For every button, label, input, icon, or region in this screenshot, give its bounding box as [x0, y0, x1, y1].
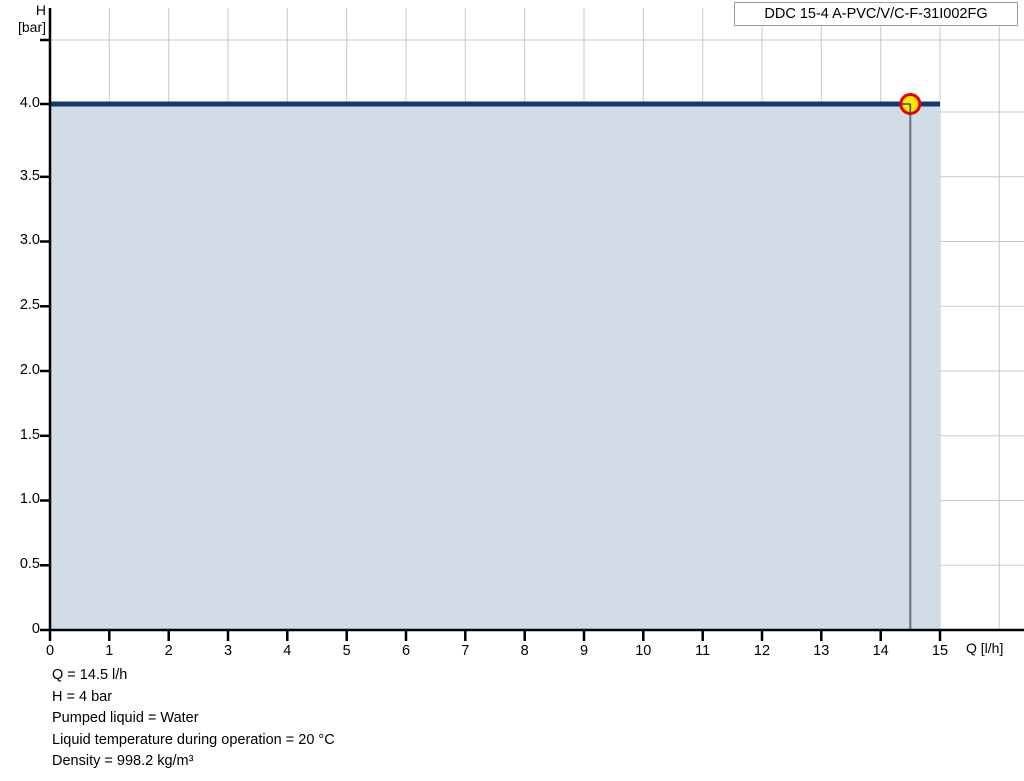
y-tick-label-4-0: 4.0 [19, 95, 40, 111]
y-axis-title-symbol: H [35, 2, 46, 18]
x-tick-label-11: 11 [695, 643, 711, 659]
info-flow-rate: Q = 14.5 l/h [52, 667, 128, 683]
x-tick-label-14: 14 [872, 643, 889, 659]
chart-title-box: DDC 15-4 A-PVC/V/C-F-31I002FG [734, 2, 1018, 26]
y-tick-label-3-5: 3.5 [19, 168, 40, 184]
x-tick-label-6: 6 [401, 643, 411, 659]
y-tick-label-0-5: 0.5 [19, 556, 40, 572]
y-axis-title: H [bar] [2, 2, 46, 36]
y-tick-label-2-5: 2.5 [19, 297, 40, 313]
duty-point-marker[interactable] [899, 93, 922, 115]
y-axis-ticks [40, 38, 50, 632]
x-tick-label-12: 12 [753, 643, 771, 659]
y-axis-title-unit: [bar] [17, 19, 46, 35]
curve-fill-area [50, 104, 940, 630]
x-tick-label-3: 3 [223, 643, 233, 659]
x-tick-label-7: 7 [461, 643, 470, 659]
x-tick-label-1: 1 [105, 643, 114, 659]
x-tick-label-5: 5 [342, 643, 351, 659]
x-tick-label-9: 9 [579, 643, 589, 659]
x-axis-title: Q [l/h] [966, 640, 1004, 656]
y-tick-label-1-0: 1.0 [19, 491, 40, 507]
y-tick-label-1-5: 1.5 [19, 427, 40, 443]
y-tick-label-0: 0 [31, 621, 40, 637]
chart-title-text: DDC 15-4 A-PVC/V/C-F-31I002FG [764, 6, 988, 22]
info-liquid-temperature: Liquid temperature during operation = 20… [52, 731, 335, 748]
info-pumped-liquid: Pumped liquid = Water [52, 710, 199, 726]
x-axis-ticks [48, 630, 942, 641]
y-tick-label-3-0: 3.0 [19, 232, 40, 248]
x-tick-label-10: 10 [635, 643, 652, 659]
x-tick-label-13: 13 [813, 643, 830, 659]
x-tick-label-2: 2 [164, 643, 173, 659]
x-tick-label-4: 4 [283, 643, 292, 659]
info-head: H = 4 bar [52, 688, 113, 705]
y-tick-label-2-0: 2.0 [19, 362, 40, 378]
x-tick-label-8: 8 [520, 643, 529, 659]
x-tick-label-15: 15 [931, 643, 949, 659]
info-density: Density = 998.2 kg/m³ [52, 753, 194, 769]
x-tick-label-0: 0 [45, 643, 55, 659]
operating-conditions-block: Q = 14.5 l/h H = 4 bar Pumped liquid = W… [52, 665, 335, 773]
